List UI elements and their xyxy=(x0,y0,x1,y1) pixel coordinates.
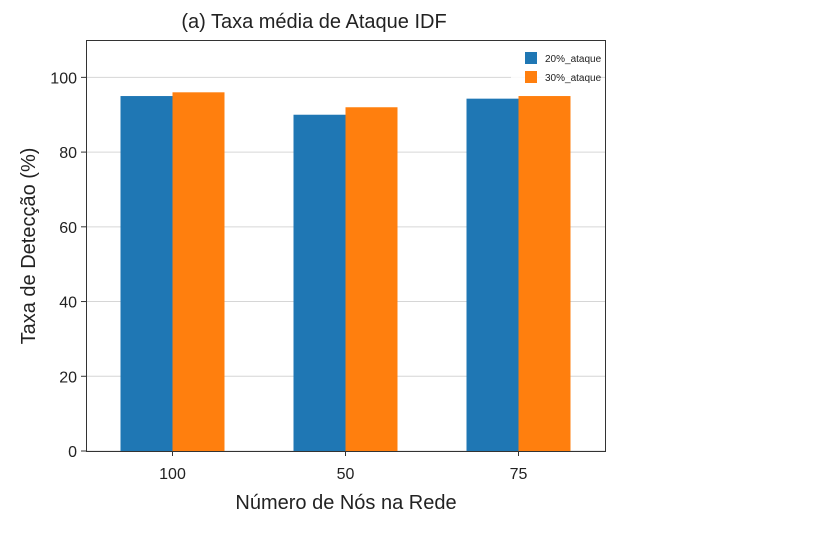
y-axis: 0 20 40 60 80 100 xyxy=(50,70,86,461)
legend-swatch-20%_ataque xyxy=(525,52,537,64)
bar-30%_ataque-100 xyxy=(172,92,225,452)
x-tick-label: 50 xyxy=(337,466,355,483)
y-axis-title: Taxa de Detecção (%) xyxy=(18,148,40,345)
legend-label-30%_ataque: 30%_ataque xyxy=(545,73,602,84)
y-tick-label: 0 xyxy=(68,444,77,461)
bar-20%_ataque-100 xyxy=(120,96,173,451)
y-tick-label: 40 xyxy=(59,295,77,312)
bars xyxy=(120,92,571,452)
x-axis-title: Número de Nós na Rede xyxy=(235,492,456,514)
y-tick-label: 80 xyxy=(59,145,77,162)
legend: 20%_ataque 30%_ataque xyxy=(511,48,602,92)
x-tick-label: 100 xyxy=(159,466,186,483)
x-tick-label: 75 xyxy=(510,466,528,483)
bar-30%_ataque-50 xyxy=(345,107,398,451)
legend-label-20%_ataque: 20%_ataque xyxy=(545,54,602,65)
bar-20%_ataque-75 xyxy=(466,98,519,451)
y-tick-label: 20 xyxy=(59,369,77,386)
y-tick-label: 60 xyxy=(59,220,77,237)
legend-swatch-30%_ataque xyxy=(525,71,537,83)
bar-30%_ataque-75 xyxy=(518,96,571,451)
chart-title: (a) Taxa média de Ataque IDF xyxy=(181,11,446,33)
bar-20%_ataque-50 xyxy=(293,114,346,452)
x-axis: 100 50 75 xyxy=(159,451,528,483)
y-tick-label: 100 xyxy=(50,70,77,87)
